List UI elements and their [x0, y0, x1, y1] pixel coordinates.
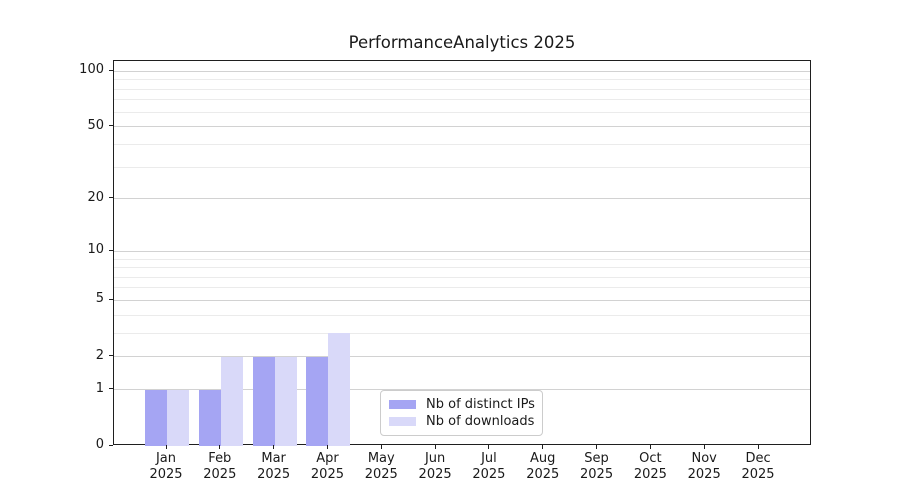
x-axis-tick: [380, 445, 382, 449]
bar-downloads-jan: [167, 389, 189, 446]
y-axis-tick-label: 100: [79, 62, 104, 78]
gridline-minor: [114, 314, 810, 316]
x-axis-tick-label: Jan 2025: [149, 451, 183, 482]
y-axis-tick: [109, 197, 113, 199]
legend: Nb of distinct IPs Nb of downloads: [380, 390, 543, 436]
y-axis-tick-label: 5: [95, 291, 104, 307]
y-axis-tick-label: 1: [95, 380, 104, 396]
gridline-minor: [114, 143, 810, 145]
y-axis-tick: [109, 125, 113, 127]
y-axis-tick: [109, 388, 113, 390]
legend-label: Nb of downloads: [426, 414, 535, 429]
y-axis-tick: [109, 444, 113, 446]
gridline-major: [114, 198, 810, 200]
y-axis-tick: [109, 355, 113, 357]
x-axis-tick: [273, 445, 275, 449]
x-axis-tick: [488, 445, 490, 449]
x-axis-tick: [757, 445, 759, 449]
x-axis-tick-label: Jul 2025: [472, 451, 506, 482]
y-axis-tick: [109, 298, 113, 300]
bar-distinct-ips-feb: [198, 389, 221, 446]
gridline-minor: [114, 111, 810, 113]
x-axis-tick: [649, 445, 651, 449]
bar-downloads-apr: [328, 333, 351, 446]
x-axis-tick-label: Sep 2025: [580, 451, 614, 482]
gridline-major: [114, 70, 810, 72]
legend-item: Nb of distinct IPs: [389, 396, 535, 413]
x-axis-tick: [165, 445, 167, 449]
y-axis-tick-label: 0: [95, 437, 104, 452]
y-axis-tick-label: 20: [87, 189, 104, 205]
gridline-minor: [114, 166, 810, 168]
x-axis-tick-label: Aug 2025: [526, 451, 560, 482]
x-axis-tick-label: May 2025: [364, 451, 398, 482]
gridline-major: [114, 299, 810, 301]
x-axis-tick: [542, 445, 544, 449]
gridline-minor: [114, 88, 810, 90]
chart-title: PerformanceAnalytics 2025: [348, 33, 576, 52]
gridline-major: [114, 389, 810, 391]
gridline-major: [114, 126, 810, 128]
x-axis-tick: [434, 445, 436, 449]
x-axis-tick: [703, 445, 705, 449]
x-axis-tick-label: Nov 2025: [687, 451, 721, 482]
gridline-minor: [114, 258, 810, 260]
y-axis-tick-label: 50: [87, 117, 104, 133]
gridline-minor: [114, 287, 810, 289]
legend-label: Nb of distinct IPs: [426, 397, 535, 412]
bar-downloads-mar: [274, 356, 297, 446]
gridline-minor: [114, 99, 810, 101]
gridline-minor: [114, 79, 810, 81]
plot-area: [113, 60, 811, 446]
y-axis-tick: [109, 69, 113, 71]
bar-distinct-ips-jan: [145, 389, 167, 446]
gridline-minor: [114, 267, 810, 269]
x-axis-tick-label: Dec 2025: [741, 451, 775, 482]
gridline-major: [114, 250, 810, 252]
x-axis-tick-label: Apr 2025: [310, 451, 344, 482]
gridline-major: [114, 356, 810, 358]
y-axis-tick: [109, 249, 113, 251]
gridline-minor: [114, 332, 810, 334]
legend-swatch-downloads: [389, 417, 416, 426]
bar-downloads-feb: [220, 356, 243, 446]
x-axis-tick-label: Oct 2025: [633, 451, 667, 482]
bar-distinct-ips-mar: [252, 356, 275, 446]
x-axis-tick-label: Mar 2025: [257, 451, 291, 482]
y-axis-tick-label: 10: [87, 242, 104, 258]
x-axis-tick: [326, 445, 328, 449]
legend-swatch-distinct-ips: [389, 400, 416, 409]
y-axis-tick-label: 2: [95, 347, 104, 363]
x-axis-tick: [219, 445, 221, 449]
gridline-minor: [114, 276, 810, 278]
x-axis-tick-label: Feb 2025: [203, 451, 237, 482]
legend-item: Nb of downloads: [389, 413, 534, 430]
x-axis-tick-label: Jun 2025: [418, 451, 452, 482]
x-axis-tick: [596, 445, 598, 449]
bar-distinct-ips-apr: [306, 356, 329, 446]
